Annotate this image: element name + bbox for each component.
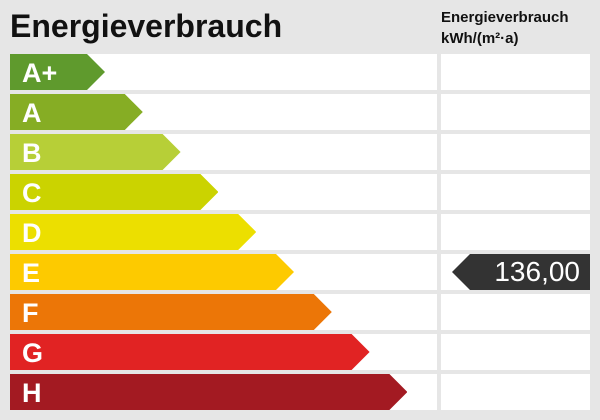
bar-lane: C: [10, 174, 437, 210]
value-cell: 136,00: [441, 254, 590, 290]
value-cell: [441, 54, 590, 90]
energy-class-label: H: [22, 378, 42, 408]
energy-class-label: D: [22, 218, 42, 248]
energy-class-row: E 136,00: [10, 254, 590, 290]
energy-class-label: E: [22, 258, 41, 288]
energy-class-bar: B: [10, 134, 181, 170]
energy-class-row: G: [10, 334, 590, 370]
value-cell: [441, 94, 590, 130]
energy-class-bar: A: [10, 94, 143, 130]
energy-class-row: H: [10, 374, 590, 410]
page-title: Energieverbrauch: [10, 8, 283, 44]
energy-class-bar: H: [10, 374, 408, 410]
energy-class-label: F: [22, 298, 39, 328]
bar-lane: H: [10, 374, 437, 410]
energy-class-bar: A+: [10, 54, 105, 90]
energy-class-row: A+: [10, 54, 590, 90]
column-header-unit: kWh/(m²·a): [441, 30, 519, 47]
value-cell: [441, 374, 590, 410]
consumption-value: 136,00: [494, 256, 580, 287]
energy-class-bar: C: [10, 174, 219, 210]
bar-lane: A+: [10, 54, 437, 90]
energy-class-label: A+: [22, 58, 58, 88]
energy-class-bar: E: [10, 254, 294, 290]
value-cell: [441, 174, 590, 210]
bar-lane: B: [10, 134, 437, 170]
energy-class-label: G: [22, 338, 44, 368]
energy-class-row: F: [10, 294, 590, 330]
energy-class-label: C: [22, 178, 42, 208]
value-cell: [441, 294, 590, 330]
column-header-title: Energieverbrauch: [441, 9, 569, 26]
value-cell: [441, 134, 590, 170]
consumption-indicator: 136,00: [452, 254, 590, 290]
bar-lane: G: [10, 334, 437, 370]
value-cell: [441, 214, 590, 250]
energy-class-row: A: [10, 94, 590, 130]
energy-class-row: C: [10, 174, 590, 210]
bar-lane: F: [10, 294, 437, 330]
column-header: Energieverbrauch kWh/(m²·a): [441, 7, 569, 49]
bar-lane: D: [10, 214, 437, 250]
bar-lane: E: [10, 254, 437, 290]
energy-class-bar: G: [10, 334, 370, 370]
energy-class-row: D: [10, 214, 590, 250]
value-cell: [441, 334, 590, 370]
energy-class-label: B: [22, 138, 42, 168]
energy-class-bar: F: [10, 294, 332, 330]
energy-class-bar: D: [10, 214, 257, 250]
energy-class-label: A: [22, 98, 42, 128]
energy-class-row: B: [10, 134, 590, 170]
bar-lane: A: [10, 94, 437, 130]
